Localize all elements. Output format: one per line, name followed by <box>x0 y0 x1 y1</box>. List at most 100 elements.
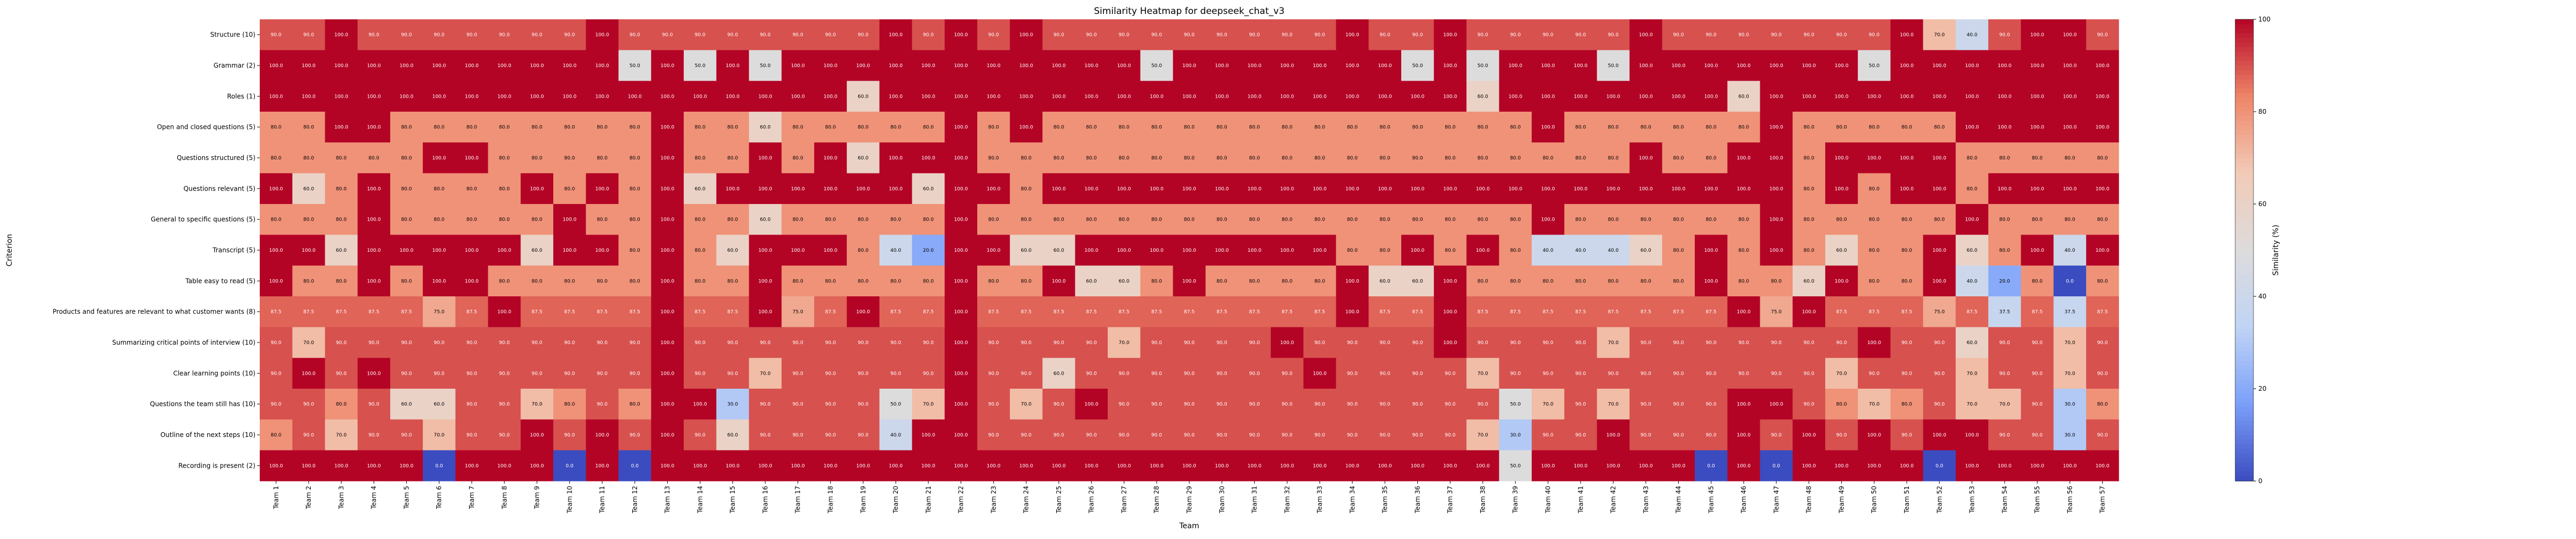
cell-value-label: 80.0 <box>1673 248 1684 253</box>
heatmap-cell <box>1988 265 2022 297</box>
cell-value-label: 60.0 <box>303 186 314 192</box>
heatmap-cell <box>1532 112 1565 143</box>
cell-value-label: 90.0 <box>825 433 836 438</box>
heatmap-cell <box>292 50 325 82</box>
cell-value-label: 90.0 <box>988 33 999 38</box>
heatmap-cell <box>1662 50 1695 82</box>
heatmap-cell <box>1792 327 1826 359</box>
heatmap-cell <box>325 112 358 143</box>
heatmap-cell <box>1401 296 1435 327</box>
heatmap-cell <box>1923 50 1956 82</box>
heatmap-cell <box>1401 112 1435 143</box>
heatmap-cell <box>586 389 619 420</box>
cell-value-label: 90.0 <box>1641 371 1651 376</box>
heatmap-cell <box>684 450 717 482</box>
cell-value-label: 80.0 <box>727 279 738 284</box>
column-label: Team 2 <box>305 486 312 509</box>
heatmap-cell <box>2021 112 2054 143</box>
cell-value-label: 100.0 <box>1639 94 1653 99</box>
heatmap-cell <box>325 419 358 451</box>
cell-value-label: 90.0 <box>1380 402 1391 407</box>
heatmap-cell <box>1401 419 1435 451</box>
heatmap-cell <box>1336 173 1369 205</box>
heatmap-cell <box>1890 142 1923 174</box>
heatmap-cell <box>1108 296 1141 327</box>
cell-value-label: 90.0 <box>727 371 738 376</box>
heatmap-cell <box>1238 173 1271 205</box>
heatmap-cell <box>1140 50 1174 82</box>
colorbar-segment <box>2235 384 2253 389</box>
cell-value-label: 80.0 <box>1771 279 1782 284</box>
cell-value-label: 80.0 <box>858 217 868 223</box>
cell-value-label: 80.0 <box>1412 125 1423 130</box>
heatmap-cell <box>390 204 423 235</box>
colorbar-segment <box>2235 352 2253 357</box>
colorbar-segment <box>2235 370 2253 375</box>
heatmap-cell <box>1629 296 1663 327</box>
heatmap-cell <box>1042 389 1075 420</box>
cell-value-label: 90.0 <box>1086 371 1097 376</box>
heatmap-cell <box>1303 112 1336 143</box>
heatmap-cell <box>1009 50 1043 82</box>
heatmap-cell <box>1564 19 1598 50</box>
cell-value-label: 60.0 <box>1086 279 1097 284</box>
heatmap-cell <box>749 204 782 235</box>
heatmap-cell <box>1401 50 1435 82</box>
column-label: Team 36 <box>1414 486 1421 514</box>
heatmap-cell <box>455 235 488 266</box>
heatmap-cell <box>455 19 488 50</box>
heatmap-cell <box>292 450 325 482</box>
heatmap-cell <box>1401 327 1435 359</box>
cell-value-label: 90.0 <box>727 33 738 38</box>
cell-value-label: 80.0 <box>890 279 901 284</box>
colorbar-segment <box>2235 476 2253 482</box>
column-label: Team 50 <box>1870 486 1878 514</box>
colorbar-segment <box>2235 121 2253 126</box>
cell-value-label: 80.0 <box>630 217 640 223</box>
heatmap-cell <box>1727 112 1760 143</box>
cell-value-label: 80.0 <box>1249 279 1260 284</box>
heatmap-cell <box>1694 296 1728 327</box>
cell-value-label: 87.5 <box>1053 310 1064 315</box>
heatmap-cell <box>2053 265 2087 297</box>
cell-value-label: 100.0 <box>1411 94 1425 99</box>
row-label: Clear learning points (10) <box>173 369 255 377</box>
heatmap-cell <box>846 50 880 82</box>
colorbar-segment <box>2235 33 2253 38</box>
cell-value-label: 90.0 <box>336 340 347 346</box>
heatmap-cell <box>422 450 456 482</box>
heatmap-cell <box>977 235 1011 266</box>
cell-value-label: 100.0 <box>1704 94 1718 99</box>
cell-value-label: 100.0 <box>1085 402 1099 407</box>
cell-value-label: 100.0 <box>1052 463 1066 469</box>
heatmap-cell <box>1890 450 1923 482</box>
cell-value-label: 100.0 <box>758 186 772 192</box>
column-label: Team 12 <box>631 486 639 514</box>
cell-value-label: 100.0 <box>1835 279 1849 284</box>
heatmap-cell <box>846 204 880 235</box>
colorbar-segment <box>2235 135 2253 140</box>
cell-value-label: 100.0 <box>824 463 838 469</box>
cell-value-label: 90.0 <box>630 433 640 438</box>
cell-value-label: 87.5 <box>270 310 281 315</box>
cell-value-label: 80.0 <box>1706 217 1716 223</box>
heatmap-cell <box>618 358 652 389</box>
cell-value-label: 90.0 <box>1477 33 1488 38</box>
cell-value-label: 70.0 <box>1021 402 1031 407</box>
column-label: Team 53 <box>1968 486 1976 514</box>
colorbar-segment <box>2235 421 2253 426</box>
cell-value-label: 100.0 <box>367 217 381 223</box>
cell-value-label: 100.0 <box>1900 33 1914 38</box>
cell-value-label: 80.0 <box>1282 156 1292 161</box>
cell-value-label: 100.0 <box>856 63 870 69</box>
cell-value-label: 90.0 <box>890 340 901 346</box>
cell-value-label: 100.0 <box>921 94 935 99</box>
colorbar-outline <box>2235 19 2254 482</box>
heatmap-cell <box>749 81 782 112</box>
heatmap-cell <box>1956 81 1989 112</box>
cell-value-label: 100.0 <box>921 463 935 469</box>
cell-value-label: 80.0 <box>1869 186 1879 192</box>
heatmap-cell <box>1760 142 1793 174</box>
cell-value-label: 80.0 <box>1608 217 1619 223</box>
cell-value-label: 100.0 <box>595 33 609 38</box>
